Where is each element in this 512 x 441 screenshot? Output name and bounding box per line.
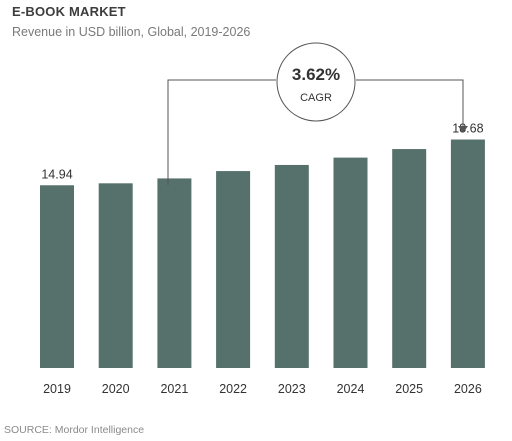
bar-2026 [450, 139, 485, 368]
bar-2024 [333, 157, 368, 368]
data-label-2019: 14.94 [41, 167, 72, 181]
x-tick-2025: 2025 [395, 382, 423, 396]
bar-chart: 2019 2020 2021 2022 2023 2024 2025 2026 14.94 18… [40, 42, 485, 396]
x-tick-2023: 2023 [278, 382, 306, 396]
chart-title: E-BOOK MARKET [12, 4, 126, 19]
bar-2021 [157, 178, 192, 368]
cagr-circle [276, 42, 356, 122]
cagr-value: 3.62% [292, 65, 340, 84]
x-tick-2019: 2019 [43, 382, 71, 396]
x-tick-2020: 2020 [102, 382, 130, 396]
x-tick-2024: 2024 [337, 382, 365, 396]
x-tick-2022: 2022 [219, 382, 247, 396]
bar-2022 [216, 171, 251, 368]
cagr-connector-line [167, 79, 464, 185]
x-tick-2026: 2026 [454, 382, 482, 396]
bar-2020 [98, 183, 133, 368]
cagr-arrowhead [458, 126, 468, 133]
chart-subtitle: Revenue in USD billion, Global, 2019-202… [12, 25, 251, 39]
bar-2023 [274, 164, 309, 368]
x-tick-2021: 2021 [160, 382, 188, 396]
source-note: SOURCE: Mordor Intelligence [4, 424, 145, 436]
bar-2019 [40, 185, 74, 368]
data-label-2026: 18.68 [452, 122, 483, 136]
bar-2025 [392, 149, 427, 368]
cagr-label: CAGR [300, 92, 332, 104]
